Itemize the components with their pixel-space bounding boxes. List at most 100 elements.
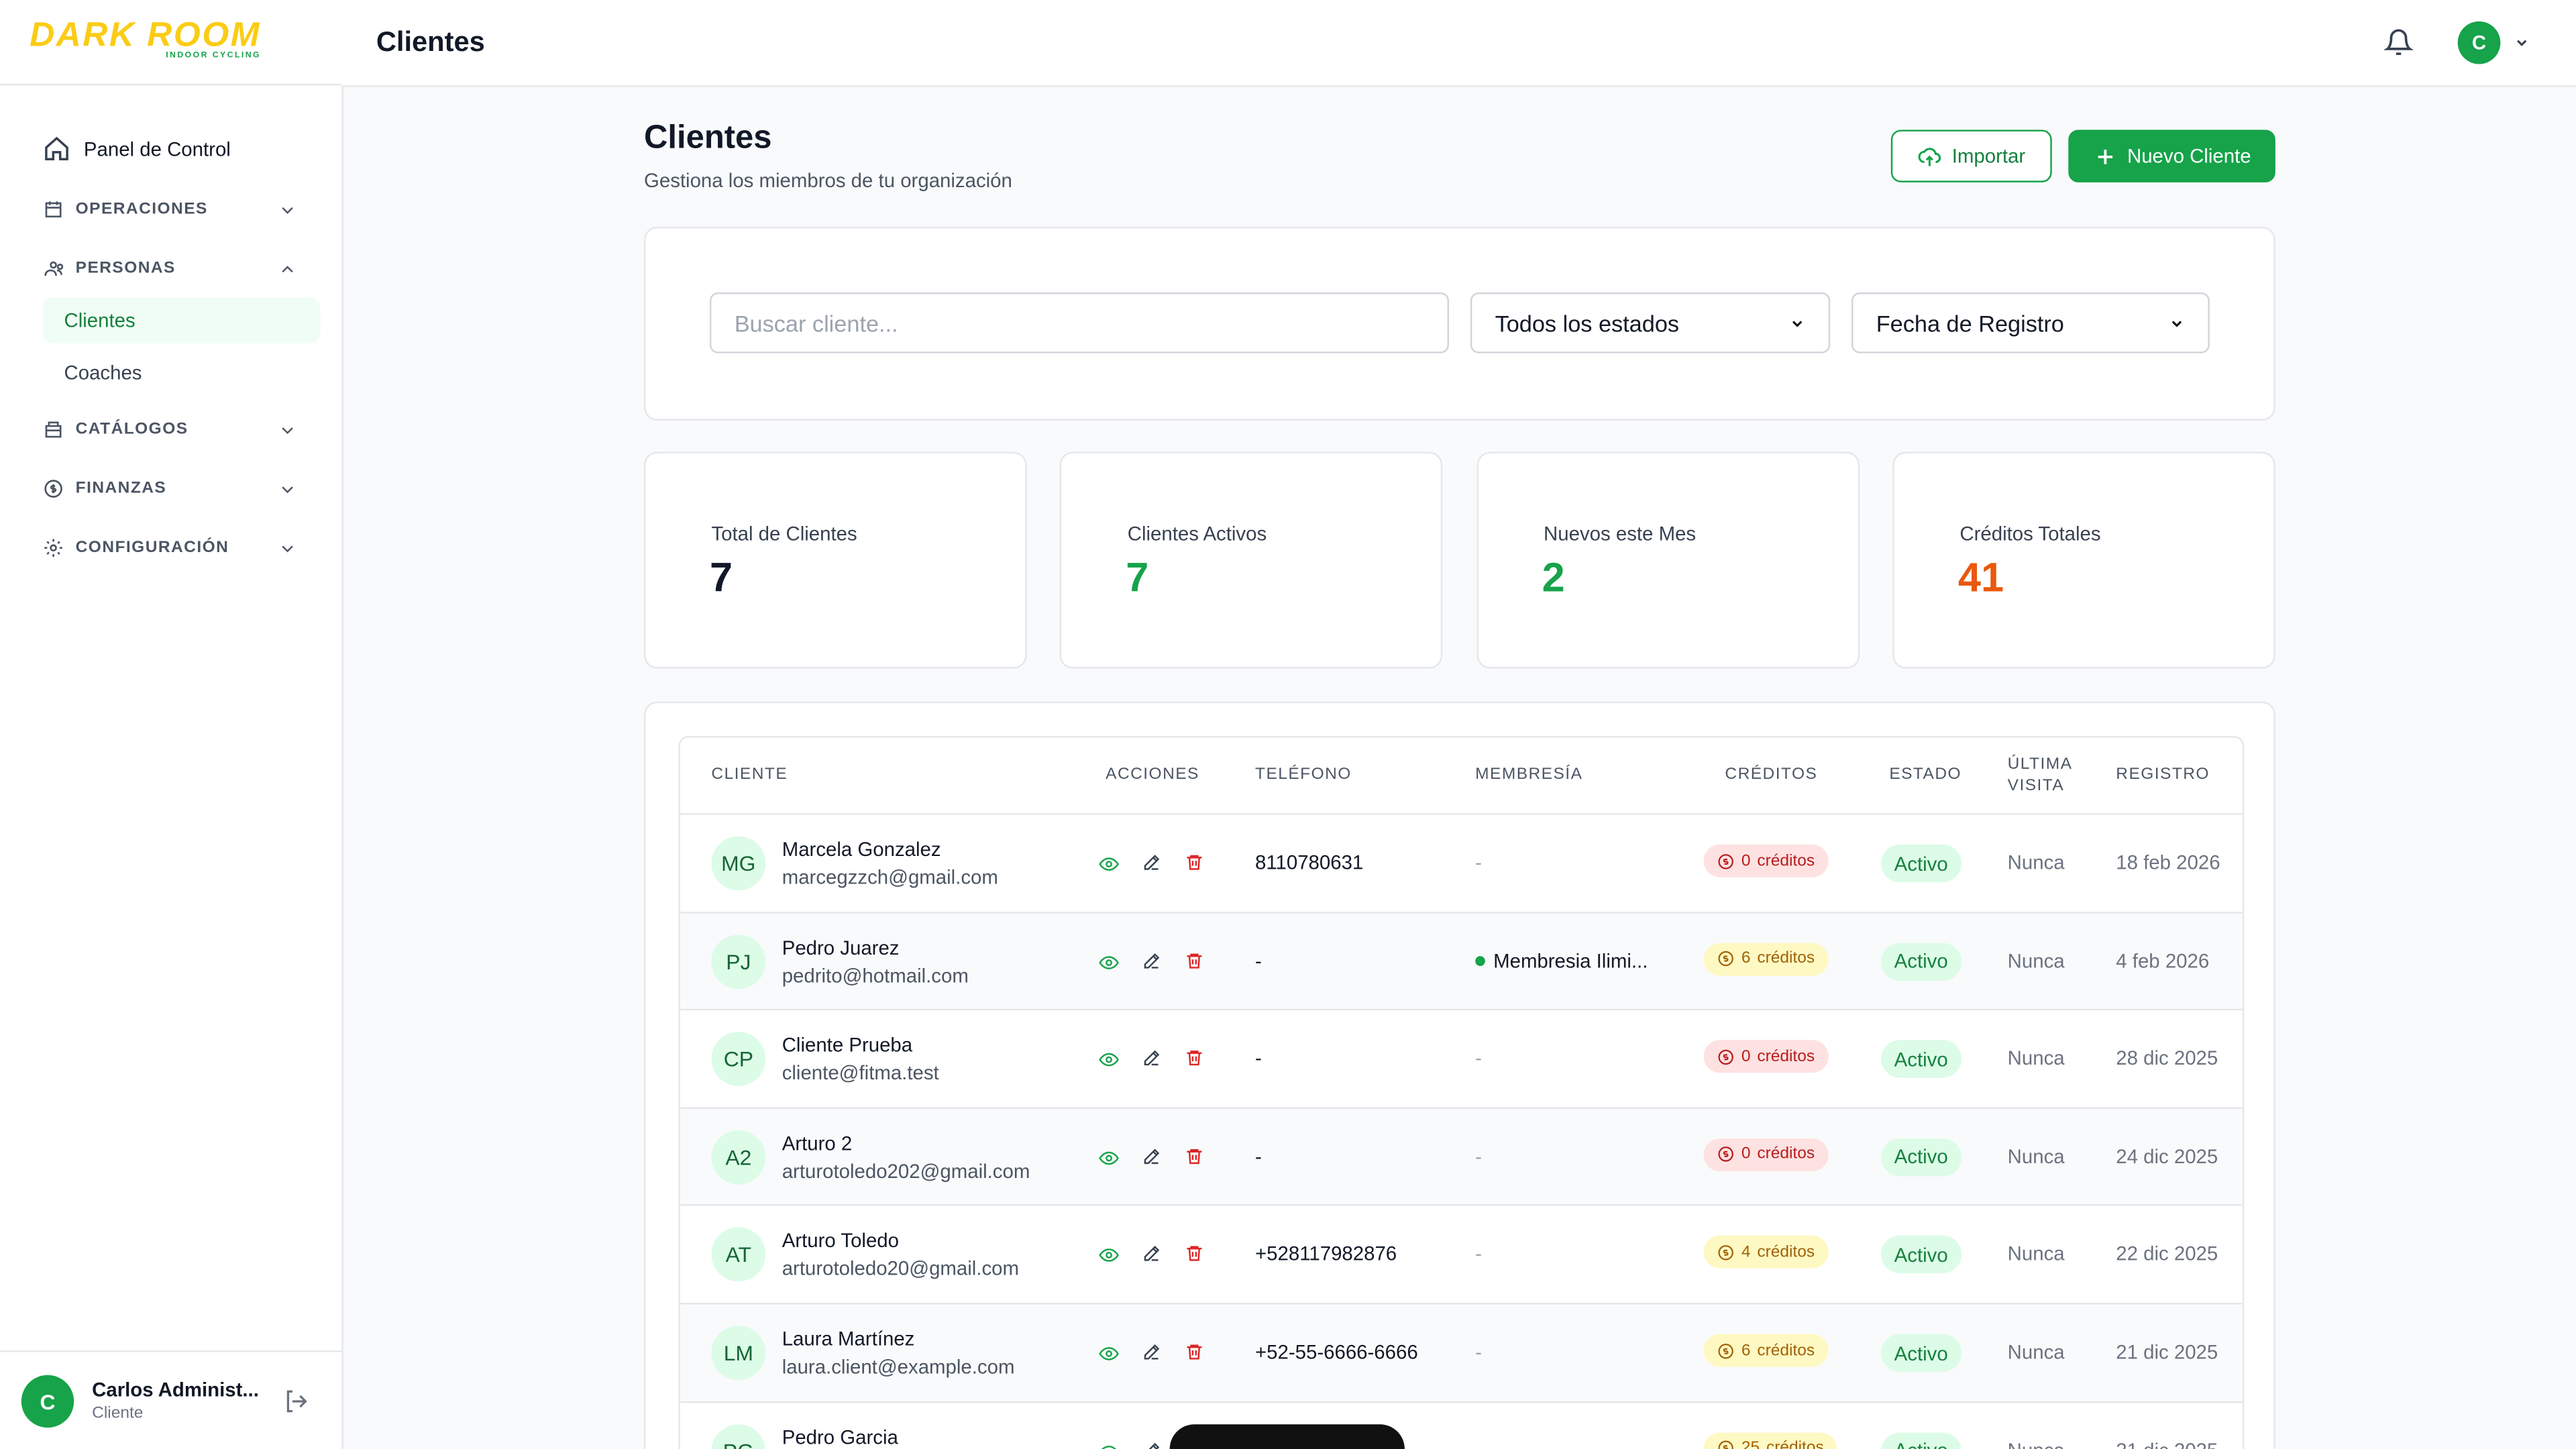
delete-icon[interactable]: [1185, 1342, 1204, 1362]
chevron: [282, 206, 293, 213]
stat-label: Nuevos este Mes: [1544, 522, 1697, 546]
header-avatar[interactable]: C: [2457, 21, 2501, 64]
client-name: Laura Martínez: [782, 1327, 915, 1351]
credits-badge: 0 créditos: [1703, 1138, 1828, 1171]
table-row: MG Marcela Gonzalez marcegzzch@gmail.com 81…: [680, 813, 2243, 912]
edit-icon[interactable]: [1142, 1342, 1161, 1362]
view-icon[interactable]: [1099, 1050, 1119, 1069]
edit-icon[interactable]: [1142, 853, 1161, 872]
nav-section[interactable]: FINANZAS: [43, 478, 306, 500]
phone: -: [1255, 1046, 1262, 1070]
sort-select[interactable]: Fecha de Registro: [1851, 292, 2210, 354]
section-icon: [45, 421, 62, 438]
client-email: marcegzzch@gmail.com: [782, 865, 998, 889]
button-label: Importar: [1951, 144, 2026, 168]
table-row: LM Laura Martínez laura.client@example.com…: [680, 1303, 2243, 1401]
column-header: CLIENTE: [711, 765, 788, 784]
credit-icon: [1718, 1244, 1733, 1260]
nav-section[interactable]: CONFIGURACIÓN: [43, 537, 306, 559]
nav-subitem[interactable]: Clientes: [42, 297, 321, 343]
view-icon[interactable]: [1099, 1442, 1118, 1449]
select-value: Fecha de Registro: [1876, 309, 2064, 336]
edit-icon[interactable]: [1142, 1440, 1161, 1449]
delete-icon[interactable]: [1185, 1146, 1204, 1166]
credits-value: 0: [1741, 1145, 1751, 1164]
logout-icon[interactable]: [282, 1388, 309, 1414]
delete-icon[interactable]: [1185, 1049, 1204, 1068]
credit-icon: [1718, 1049, 1733, 1065]
delete-icon[interactable]: [1185, 853, 1204, 872]
membership: Membresia Ilimi...: [1475, 949, 1648, 972]
client-avatar: PG: [711, 1424, 766, 1449]
credits-value: 6: [1741, 1341, 1751, 1360]
membership-label: -: [1475, 851, 1482, 874]
nav-item[interactable]: Panel de Control: [43, 135, 231, 163]
membership-label: -: [1475, 1242, 1482, 1266]
logo[interactable]: DARK ROOM INDOOR CYCLING: [30, 16, 261, 60]
view-icon[interactable]: [1099, 952, 1119, 971]
credits-unit: créditos: [1757, 1243, 1815, 1262]
section-icon: [45, 201, 62, 218]
column-header: ACCIONES: [1106, 765, 1199, 784]
import-button[interactable]: Importar: [1890, 129, 2052, 182]
credit-icon: [1718, 1440, 1733, 1449]
nav-section[interactable]: OPERACIONES: [43, 199, 306, 220]
table-row: CP Cliente Prueba cliente@fitma.test - - 0 cré…: [680, 1009, 2243, 1108]
logo-text: DARK ROOM: [30, 16, 261, 54]
membership-label: -: [1475, 1046, 1482, 1070]
phone: 8110780631: [1255, 851, 1364, 874]
membership-dot: [1475, 955, 1485, 966]
last-visit: Nunca: [2007, 1144, 2065, 1168]
bell-icon[interactable]: [2383, 28, 2414, 58]
table-row: AT Arturo Toledo arturotoledo20@gmail.com +…: [680, 1205, 2243, 1303]
client-name: Cliente Prueba: [782, 1033, 913, 1057]
view-icon[interactable]: [1099, 1246, 1119, 1265]
status-select[interactable]: Todos los estados: [1470, 292, 1831, 354]
status-badge: Activo: [1881, 844, 1962, 883]
view-icon[interactable]: [1099, 1148, 1119, 1167]
delete-icon[interactable]: [1185, 951, 1204, 970]
credits-value: 25: [1741, 1439, 1760, 1449]
credit-icon: [1718, 951, 1733, 967]
edit-icon[interactable]: [1142, 1146, 1161, 1166]
client-avatar: PJ: [711, 934, 766, 989]
credits-badge: 6 créditos: [1703, 1334, 1828, 1367]
last-visit: Nunca: [2007, 1340, 2065, 1364]
credit-icon: [1718, 1146, 1733, 1163]
membership: -: [1475, 851, 1482, 874]
top-bar: Clientes C: [341, 0, 2576, 87]
client-name: Arturo 2: [782, 1131, 853, 1155]
new-client-button[interactable]: Nuevo Cliente: [2068, 129, 2275, 182]
search-input[interactable]: Buscar cliente...: [709, 292, 1450, 354]
client-avatar: MG: [711, 836, 766, 891]
floating-toolbar[interactable]: [1169, 1424, 1405, 1449]
view-icon[interactable]: [1099, 1344, 1119, 1363]
section-label: CATÁLOGOS: [75, 420, 189, 439]
registered: 4 feb 2026: [2116, 949, 2210, 972]
section-label: FINANZAS: [75, 480, 167, 498]
status-badge: Activo: [1881, 1040, 1962, 1078]
credits-badge: 0 créditos: [1703, 1040, 1828, 1073]
view-icon[interactable]: [1099, 854, 1119, 873]
registered: 22 dic 2025: [2116, 1242, 2218, 1266]
edit-icon[interactable]: [1142, 1244, 1161, 1264]
registered: 21 dic 2025: [2116, 1438, 2218, 1449]
edit-icon[interactable]: [1142, 1049, 1161, 1068]
section-label: CONFIGURACIÓN: [75, 539, 229, 557]
stat-label: Créditos Totales: [1960, 522, 2101, 546]
nav-subitem[interactable]: Coaches: [64, 361, 142, 385]
credits-badge: 0 créditos: [1703, 844, 1828, 877]
edit-icon[interactable]: [1142, 951, 1161, 970]
client-name: Pedro Juarez: [782, 935, 900, 959]
stat-value: 7: [1126, 555, 1149, 602]
nav-section[interactable]: CATÁLOGOS: [43, 419, 306, 440]
client-name: Pedro Garcia: [782, 1425, 898, 1449]
registered: 18 feb 2026: [2116, 851, 2220, 874]
nav-section[interactable]: PERSONAS: [43, 258, 306, 279]
delete-icon[interactable]: [1185, 1244, 1204, 1264]
credit-icon: [1718, 853, 1733, 869]
user-name: Carlos Administ...: [92, 1378, 259, 1401]
membership-label: Membresia Ilimi...: [1493, 949, 1648, 972]
page-subtitle: Gestiona los miembros de tu organización: [644, 169, 1012, 193]
